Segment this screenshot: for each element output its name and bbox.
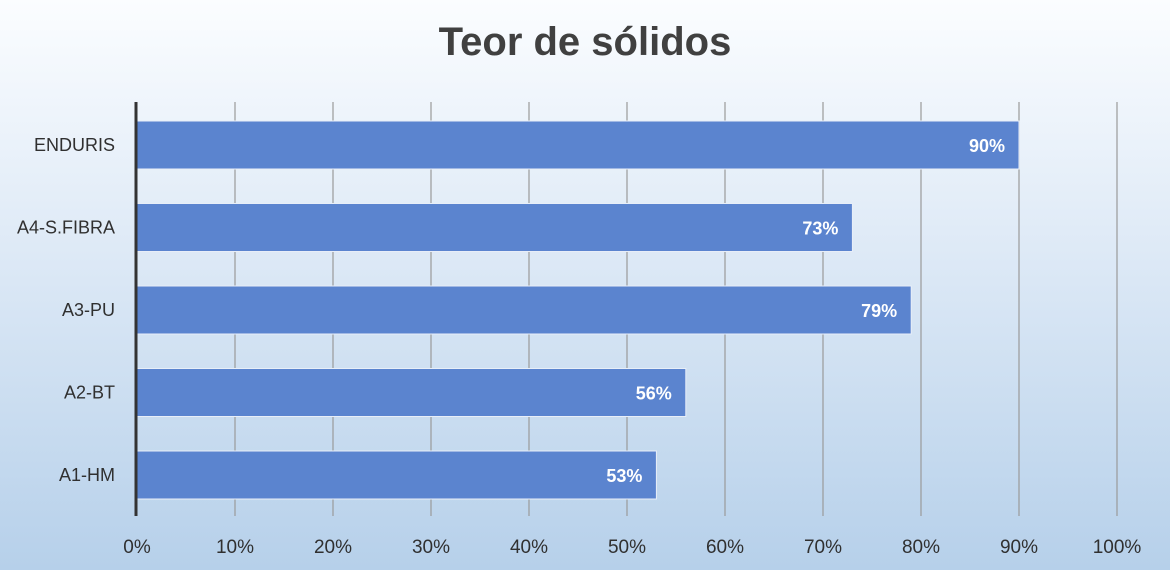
x-tick-label: 80% <box>902 537 940 558</box>
bar <box>136 368 687 417</box>
chart-title: Teor de sólidos <box>438 20 732 64</box>
x-tick-label: 0% <box>123 537 151 558</box>
x-tick-label: 30% <box>412 537 450 558</box>
category-label: ENDURIS <box>34 135 115 155</box>
bar <box>136 203 853 252</box>
x-tick-label: 90% <box>1000 537 1038 558</box>
data-label: 90% <box>969 136 1005 156</box>
data-label: 79% <box>861 301 897 321</box>
category-label: A3-PU <box>62 300 115 320</box>
x-tick-label: 40% <box>510 537 548 558</box>
data-label: 56% <box>636 384 672 404</box>
x-tick-label: 60% <box>706 537 744 558</box>
x-tick-label: 100% <box>1093 537 1142 558</box>
x-tick-label: 70% <box>804 537 842 558</box>
data-label: 53% <box>606 466 642 486</box>
data-label: 73% <box>802 219 838 239</box>
category-label: A4-S.FIBRA <box>17 218 115 238</box>
category-label: A1-HM <box>59 465 115 485</box>
x-tick-label: 10% <box>216 537 254 558</box>
bar <box>136 450 657 500</box>
x-tick-label: 50% <box>608 537 646 558</box>
bar <box>136 120 1020 170</box>
bar <box>136 285 912 335</box>
x-tick-label: 20% <box>314 537 352 558</box>
category-label: A2-BT <box>64 383 115 403</box>
